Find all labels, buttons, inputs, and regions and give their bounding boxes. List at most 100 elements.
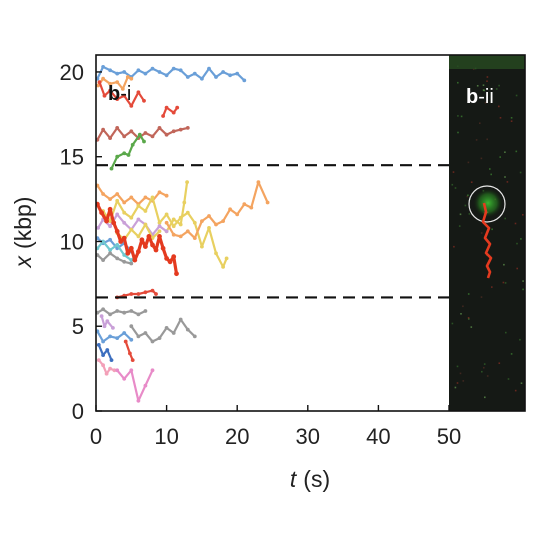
fluorescent-spot: [473, 188, 503, 218]
trajectory-16: [96, 201, 179, 277]
speckle: [504, 217, 506, 220]
trajectory-point: [143, 383, 148, 388]
trajectory-point: [136, 312, 141, 317]
speckle: [467, 161, 470, 164]
trajectory-point: [136, 234, 141, 239]
trajectory-point: [129, 258, 134, 262]
trajectory-point: [185, 210, 190, 215]
speckle: [486, 375, 489, 377]
trajectory-point: [125, 75, 130, 79]
trajectory-point: [111, 326, 115, 330]
trajectory-point: [157, 190, 162, 195]
trajectory-point: [102, 93, 107, 98]
trajectory-point: [150, 195, 155, 200]
trajectory-point: [108, 248, 112, 252]
speckle: [482, 89, 485, 91]
speckle: [510, 117, 513, 119]
trajectory-point: [121, 235, 127, 241]
speckle: [499, 117, 502, 119]
trajectory-point: [143, 290, 148, 295]
speckle: [503, 263, 505, 266]
speckle: [459, 372, 462, 375]
micrograph-trajectory: [481, 202, 493, 279]
y-tick-label: 5: [72, 314, 84, 339]
axes: 0 10 20 30 40 50 0 5 10 15 20: [60, 60, 462, 449]
trajectory-point: [101, 353, 105, 357]
y-axis-title: x (kbp): [10, 197, 36, 269]
trajectory-point: [207, 66, 211, 71]
speckle: [480, 296, 483, 298]
trajectory-line: [96, 65, 246, 82]
trajectory-22: [123, 339, 135, 362]
trajectory-point: [143, 195, 148, 200]
trajectory-point: [164, 105, 169, 110]
speckle: [520, 238, 522, 240]
svg-text:b-ii: b-ii: [466, 86, 494, 108]
trajectory-point: [164, 132, 169, 137]
speckle: [510, 353, 513, 355]
trajectory-point: [167, 259, 173, 265]
y-axis-unit: (kbp): [10, 197, 36, 249]
trajectory-point: [154, 292, 158, 296]
x-tick-label: 20: [225, 424, 249, 449]
trajectory-point: [129, 337, 134, 342]
trajectory-point: [125, 250, 131, 256]
trajectory-point: [96, 201, 100, 207]
speckle: [514, 389, 517, 392]
speckle: [460, 115, 463, 118]
speckle: [460, 313, 462, 315]
speckle: [467, 194, 469, 197]
trajectory-point: [122, 134, 127, 139]
x-tick-label: 10: [154, 424, 178, 449]
y-tick-label: 20: [60, 60, 84, 85]
trajectory-point: [96, 226, 100, 230]
trajectory-point: [105, 348, 110, 352]
trajectory-point: [107, 206, 113, 212]
trajectory-point: [171, 331, 176, 335]
trajectory-line: [162, 106, 179, 118]
panel-label-b-i-bold: b: [108, 83, 120, 105]
trajectory-point: [129, 104, 134, 108]
trajectory-point: [161, 114, 166, 118]
trajectory-point: [150, 66, 155, 71]
trajectory-point: [228, 73, 233, 78]
trajectory-point: [99, 314, 104, 318]
trajectory-point: [109, 358, 114, 362]
micrograph-panel: b-ii: [449, 55, 525, 411]
trajectory-point: [115, 126, 120, 130]
speckle: [516, 242, 518, 245]
trajectory-point: [96, 76, 100, 81]
trajectory-point: [99, 210, 104, 216]
trajectory-point: [235, 212, 240, 217]
trajectory-point: [164, 229, 169, 234]
trajectory-point: [150, 134, 155, 139]
speckle: [467, 317, 470, 319]
trajectory-point: [102, 324, 107, 329]
trajectory-point: [118, 239, 124, 244]
speckle: [462, 380, 465, 382]
speckle: [483, 366, 485, 369]
trajectory-point: [207, 214, 211, 218]
speckle: [457, 131, 459, 134]
speckle: [458, 225, 461, 227]
panel-label-b-i: b-i: [108, 83, 131, 105]
speckle: [504, 282, 507, 284]
trajectory-point: [143, 309, 148, 313]
trajectory-point: [150, 242, 155, 248]
plot-frame: [95, 54, 526, 412]
panel-label-b-ii-bold: b: [466, 86, 478, 108]
trajectory-point: [228, 207, 233, 212]
trajectory-point: [132, 257, 138, 263]
trajectory-point: [164, 220, 169, 225]
trajectory-point: [122, 259, 127, 264]
trajectory-point: [160, 245, 166, 251]
trajectory-point: [157, 234, 162, 239]
trajectory-point: [235, 71, 240, 76]
trajectory-point: [164, 73, 169, 78]
speckle: [451, 322, 454, 325]
speckle: [498, 105, 500, 108]
trajectory-point: [178, 222, 183, 227]
speckle: [481, 370, 483, 373]
speckle: [506, 181, 509, 183]
trajectory-point: [143, 331, 148, 335]
